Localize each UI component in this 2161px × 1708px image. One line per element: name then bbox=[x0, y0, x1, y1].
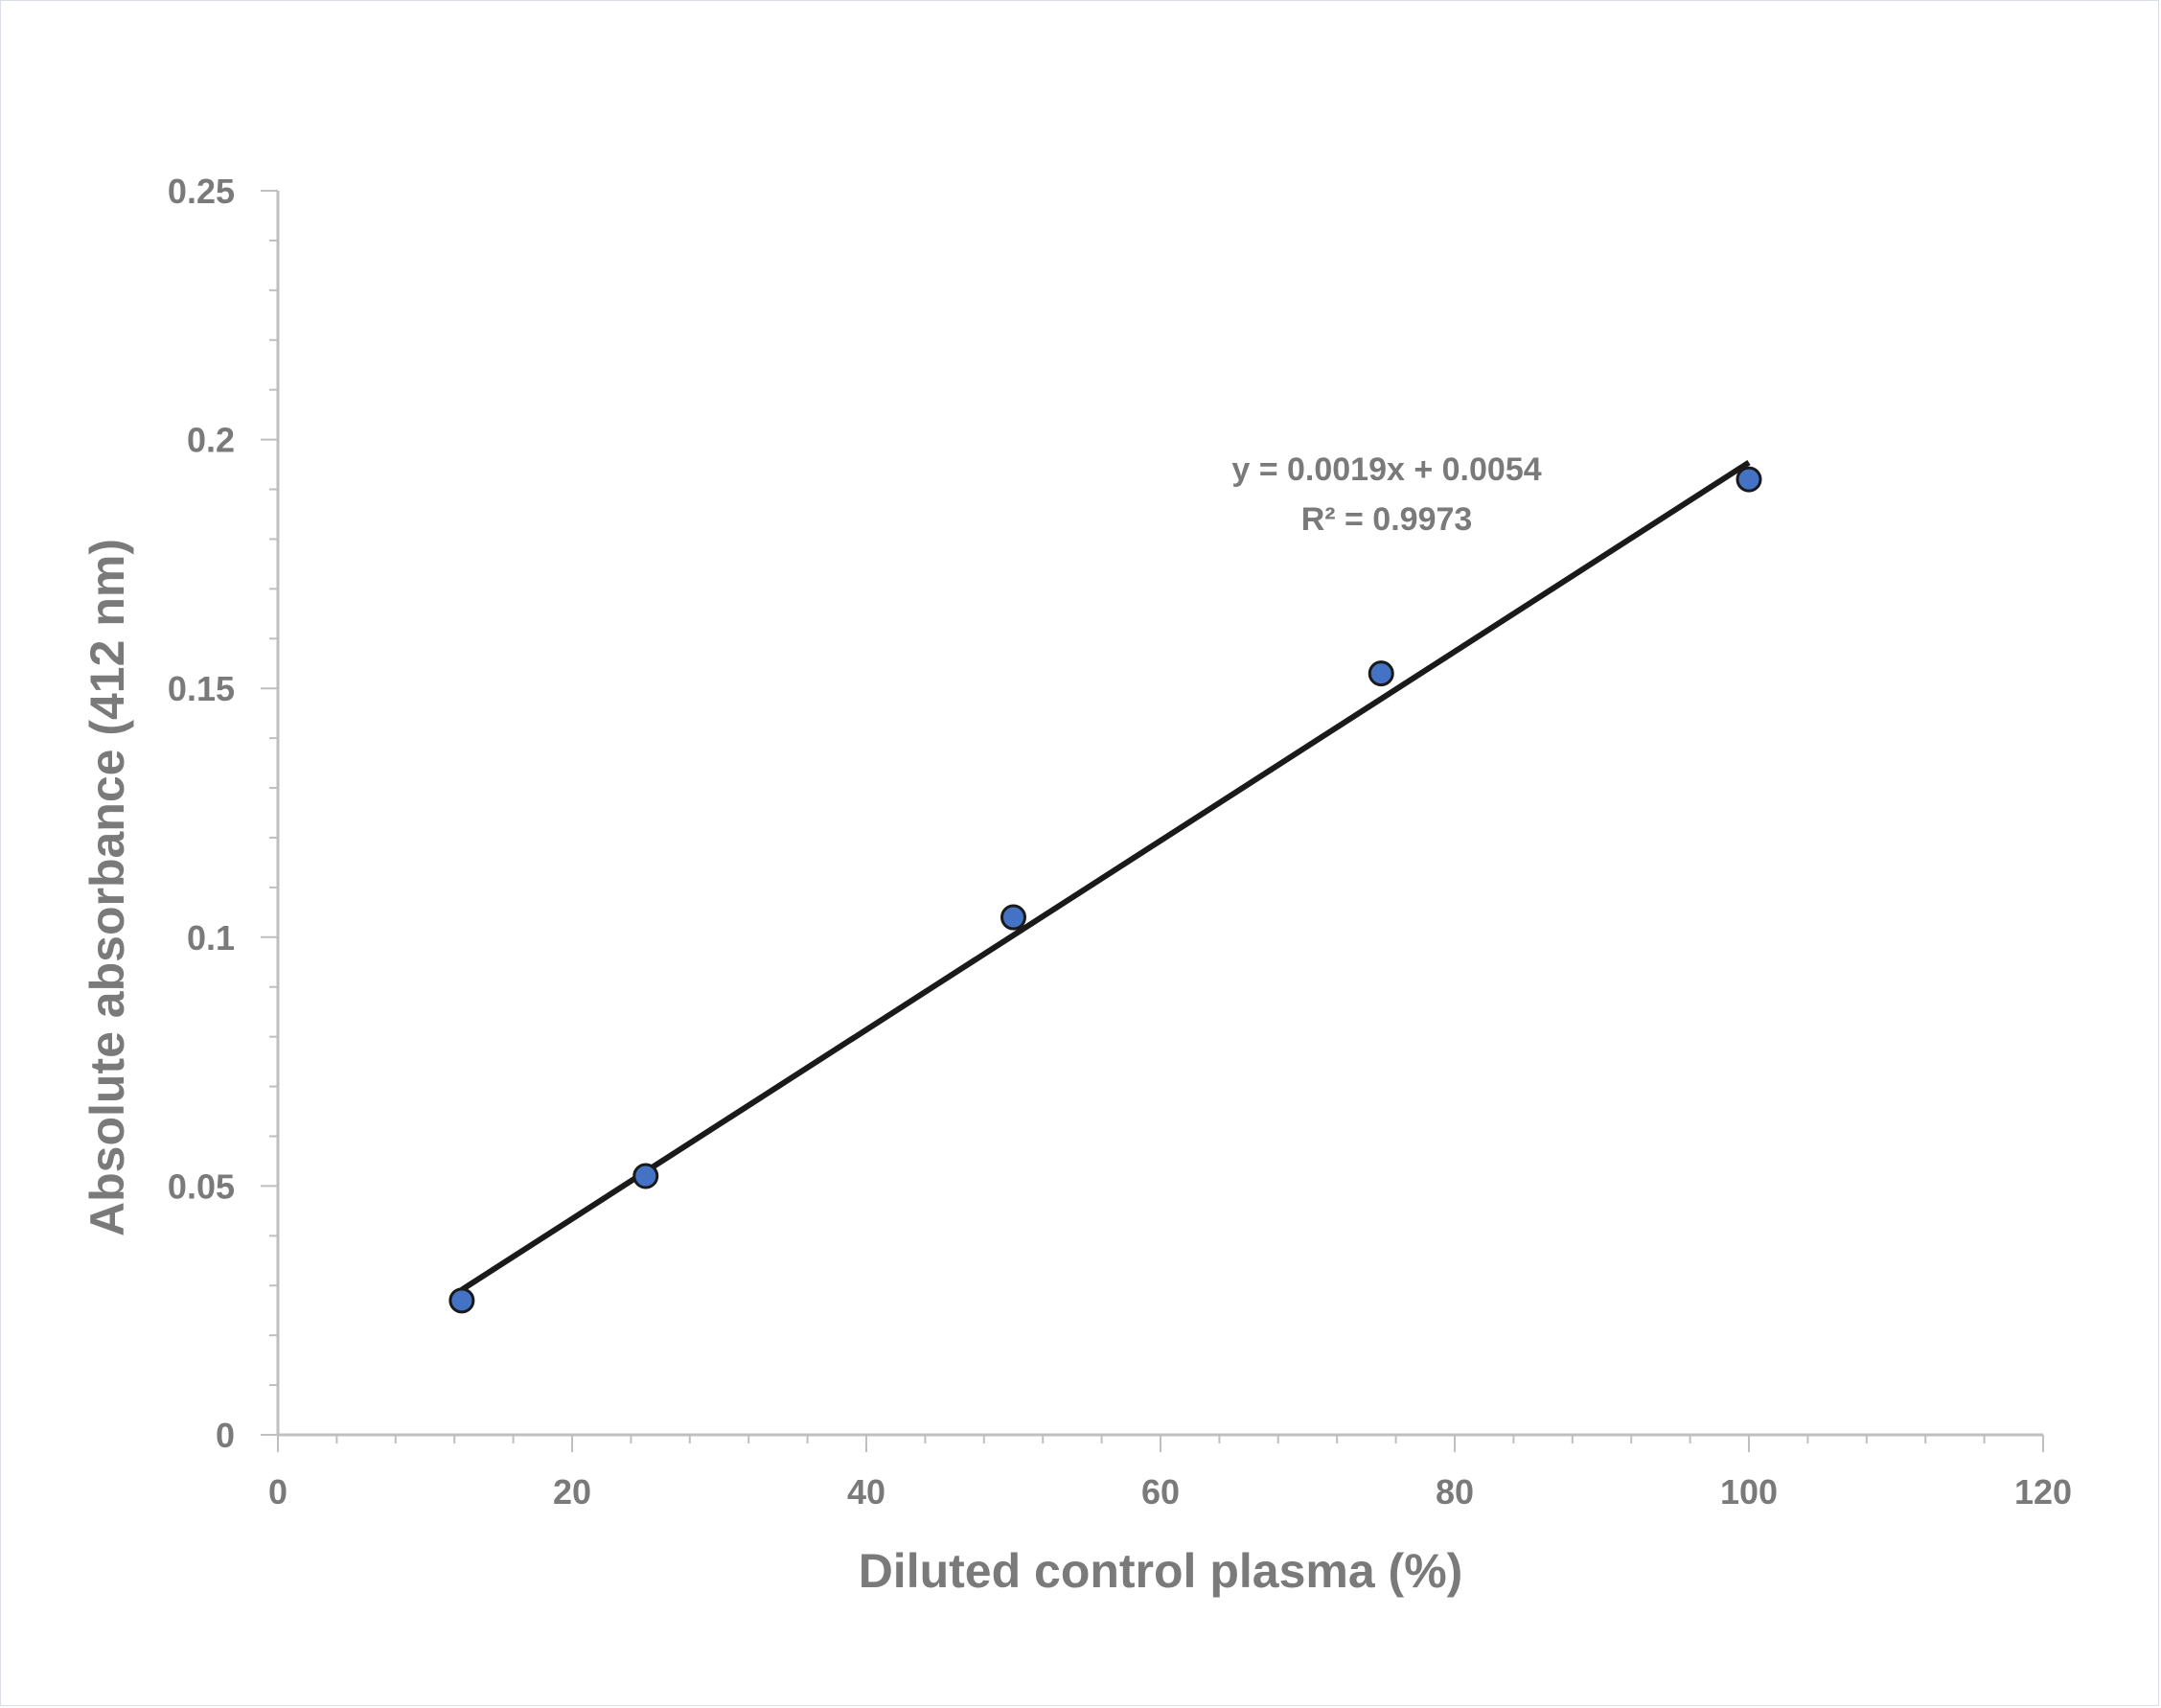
data-points bbox=[448, 466, 1762, 1314]
trendline-equation: y = 0.0019x + 0.0054 bbox=[1231, 451, 1541, 488]
x-axis: 0 20 40 60 80 100 120 bbox=[268, 1433, 2072, 1512]
x-tick-label: 100 bbox=[1720, 1472, 1778, 1512]
x-tick-label: 60 bbox=[1141, 1472, 1180, 1512]
data-point bbox=[448, 1287, 475, 1314]
data-point bbox=[632, 1163, 659, 1189]
y-axis-title: Absolute absorbance (412 nm) bbox=[80, 539, 134, 1236]
y-tick-label: 0.25 bbox=[168, 172, 235, 211]
x-tick-label: 120 bbox=[2014, 1472, 2072, 1512]
data-point bbox=[1368, 660, 1394, 687]
y-tick-label: 0.05 bbox=[168, 1166, 235, 1206]
y-tick-label: 0.2 bbox=[187, 421, 235, 460]
x-tick-label: 80 bbox=[1436, 1472, 1474, 1512]
y-tick-label: 0.1 bbox=[187, 918, 235, 958]
y-axis: 0 0.05 0.1 0.15 0.2 0.25 bbox=[168, 172, 280, 1455]
x-tick-label: 40 bbox=[847, 1472, 885, 1512]
trendline-group bbox=[460, 459, 1751, 1293]
data-point bbox=[1000, 904, 1026, 931]
x-tick-label: 0 bbox=[268, 1472, 287, 1512]
data-point bbox=[1736, 466, 1762, 493]
y-tick-label: 0 bbox=[216, 1416, 235, 1455]
x-axis-title: Diluted control plasma (%) bbox=[859, 1544, 1463, 1598]
x-tick-label: 20 bbox=[553, 1472, 591, 1512]
y-tick-label: 0.15 bbox=[168, 669, 235, 708]
trendline-r-squared: R² = 0.9973 bbox=[1301, 501, 1473, 538]
trendline bbox=[460, 459, 1751, 1293]
